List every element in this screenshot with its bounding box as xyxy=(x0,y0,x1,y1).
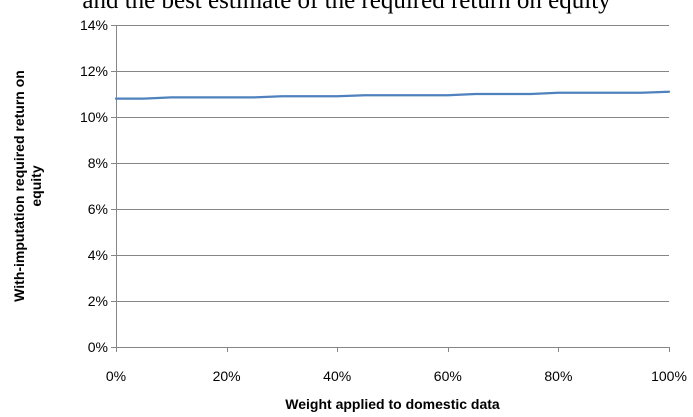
y-tick-label-1: 2% xyxy=(88,293,108,309)
x-tick-label-5: 100% xyxy=(651,368,687,384)
series-line-0 xyxy=(114,90,671,100)
clipped-header-text: and the best estimate of the required re… xyxy=(82,0,611,14)
y-tick-label-7: 14% xyxy=(80,17,108,33)
y-tick-label-3: 6% xyxy=(88,201,108,217)
x-axis-title: Weight applied to domestic data xyxy=(285,396,500,412)
x-tick-label-0: 0% xyxy=(106,368,126,384)
y-axis-title-line-1: equity xyxy=(28,165,44,206)
y-tick-label-0: 0% xyxy=(88,339,108,355)
tick-labels: 0% 2% 4% 6% 8% 10% 12% 14% 0% 20% 40% 60% 80% 100% xyxy=(80,17,687,384)
x-tick-label-4: 80% xyxy=(544,368,572,384)
gridlines xyxy=(116,25,669,302)
y-tick-label-4: 8% xyxy=(88,155,108,171)
x-tick-label-2: 40% xyxy=(323,368,351,384)
y-axis-title: With-imputation required return onequity xyxy=(11,70,44,302)
y-axis-title-line-0: With-imputation required return on xyxy=(11,70,27,302)
y-tick-label-2: 4% xyxy=(88,247,108,263)
x-tick-label-3: 60% xyxy=(434,368,462,384)
axis-labels: Weight applied to domestic data With-impu… xyxy=(11,70,500,412)
y-tick-label-6: 12% xyxy=(80,63,108,79)
y-tick-label-5: 10% xyxy=(80,109,108,125)
series-layer xyxy=(114,90,671,100)
x-tick-label-1: 20% xyxy=(213,368,241,384)
axes xyxy=(111,25,670,352)
